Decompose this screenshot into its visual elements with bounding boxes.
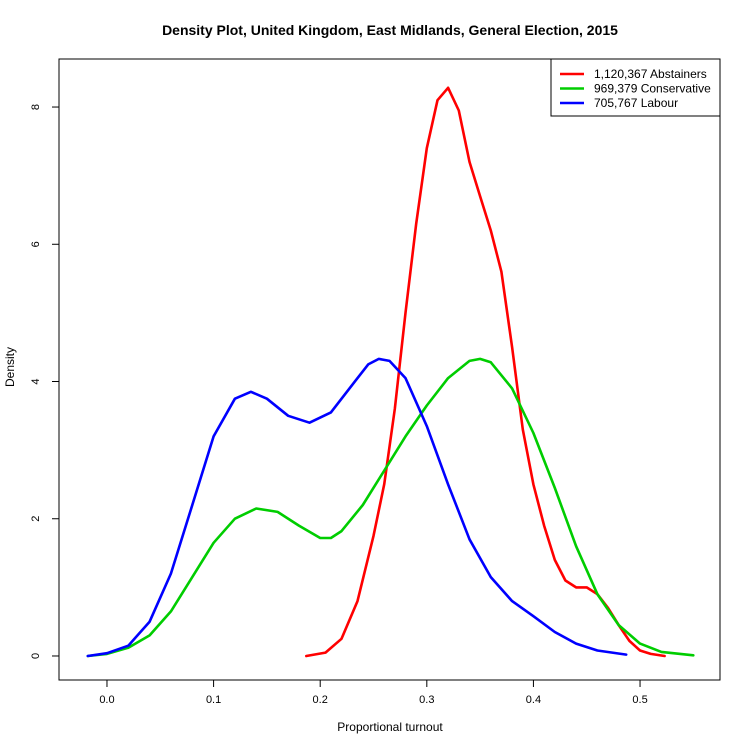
series-line-3 bbox=[86, 357, 628, 658]
x-tick-label: 0.3 bbox=[419, 694, 434, 706]
legend-label-3: 705,767 Labour bbox=[594, 96, 678, 110]
y-tick-label: 0 bbox=[30, 653, 42, 659]
legend-label-1: 1,120,367 Abstainers bbox=[594, 67, 707, 81]
x-tick-label: 0.4 bbox=[526, 694, 541, 706]
x-tick-label: 0.0 bbox=[99, 694, 114, 706]
x-tick-label: 0.5 bbox=[632, 694, 647, 706]
series-layer bbox=[86, 86, 695, 658]
series-line-2 bbox=[86, 357, 695, 658]
y-tick-label: 2 bbox=[30, 516, 42, 522]
x-axis-label: Proportional turnout bbox=[337, 720, 443, 734]
y-tick-label: 6 bbox=[30, 241, 42, 247]
x-tick-label: 0.1 bbox=[206, 694, 221, 706]
legend-label-2: 969,379 Conservative bbox=[594, 82, 711, 96]
x-axis: 0.0 0.1 0.2 0.3 0.4 0.5 bbox=[99, 679, 648, 706]
y-axis: 0 2 4 6 8 bbox=[30, 104, 60, 659]
y-axis-label: Density bbox=[3, 347, 17, 387]
x-tick-label: 0.2 bbox=[313, 694, 328, 706]
y-tick-label: 4 bbox=[30, 378, 42, 384]
chart-title: Density Plot, United Kingdom, East Midla… bbox=[162, 22, 618, 38]
y-tick-label: 8 bbox=[30, 104, 42, 110]
